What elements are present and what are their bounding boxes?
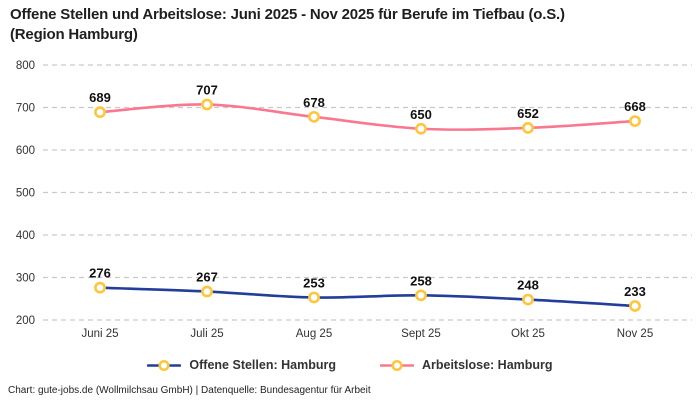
chart-title-line-1: Offene Stellen und Arbeitslose: Juni 202… — [10, 6, 565, 23]
data-point-value-label: 253 — [303, 275, 325, 290]
data-point-marker — [522, 122, 534, 134]
y-axis-tick-label: 700 — [16, 103, 35, 115]
data-point-marker — [94, 106, 106, 119]
legend-item: Offene Stellen: Hamburg — [147, 358, 336, 372]
data-point-value-label: 650 — [410, 107, 432, 122]
y-axis-tick-label: 300 — [16, 273, 35, 285]
chart-title-line-2: (Region Hamburg) — [10, 26, 138, 43]
y-axis-tick-label: 200 — [16, 315, 35, 327]
data-point-value-label: 689 — [89, 90, 111, 105]
legend-label: Offene Stellen: Hamburg — [189, 358, 336, 372]
data-point-value-label: 707 — [196, 83, 218, 98]
x-axis-tick-label: Sept 25 — [401, 328, 441, 340]
legend-line-marker-icon — [147, 359, 182, 371]
data-point-marker — [629, 115, 641, 127]
data-point-value-label: 258 — [410, 273, 432, 288]
data-point-marker — [94, 281, 106, 294]
data-point-value-label: 668 — [624, 99, 646, 114]
data-point-marker — [201, 98, 213, 111]
data-point-value-label: 678 — [303, 95, 325, 110]
legend-marker-dot — [158, 359, 170, 371]
data-point-marker — [415, 122, 427, 135]
x-axis-tick-label: Aug 25 — [296, 328, 332, 340]
data-point-value-label: 267 — [196, 270, 218, 285]
data-point-marker — [308, 291, 320, 304]
y-axis-tick-label: 400 — [16, 230, 35, 242]
legend-line-marker-icon — [379, 359, 414, 371]
legend-label: Arbeitslose: Hamburg — [421, 358, 553, 372]
y-axis-tick-label: 500 — [16, 188, 35, 200]
data-point-value-label: 248 — [517, 278, 539, 293]
y-axis-tick-label: 600 — [16, 145, 35, 157]
y-axis-tick-label: 800 — [16, 60, 35, 72]
x-axis-tick-label: Nov 25 — [617, 328, 653, 340]
series-line — [98, 103, 637, 131]
chart-source: Chart: gute-jobs.de (Wollmilchsau GmbH) … — [8, 385, 371, 396]
data-point-marker — [415, 289, 427, 302]
chart-title: Offene Stellen und Arbeitslose: Juni 202… — [10, 5, 565, 45]
data-point-marker — [201, 285, 213, 298]
x-axis-tick-label: Okt 25 — [511, 328, 545, 340]
legend-item: Arbeitslose: Hamburg — [379, 358, 553, 372]
x-axis-tick-label: Juni 25 — [81, 328, 118, 340]
data-point-value-label: 233 — [624, 284, 646, 299]
data-point-marker — [629, 300, 641, 312]
legend-marker-dot — [391, 359, 403, 371]
data-point-marker — [308, 110, 320, 123]
chart-legend: Offene Stellen: Hamburg Arbeitslose: Hamb… — [0, 358, 700, 372]
data-point-value-label: 276 — [89, 266, 111, 281]
series-line — [98, 286, 637, 308]
data-point-value-label: 652 — [517, 106, 539, 121]
data-point-marker — [522, 293, 534, 306]
x-axis-tick-label: Juli 25 — [190, 328, 223, 340]
